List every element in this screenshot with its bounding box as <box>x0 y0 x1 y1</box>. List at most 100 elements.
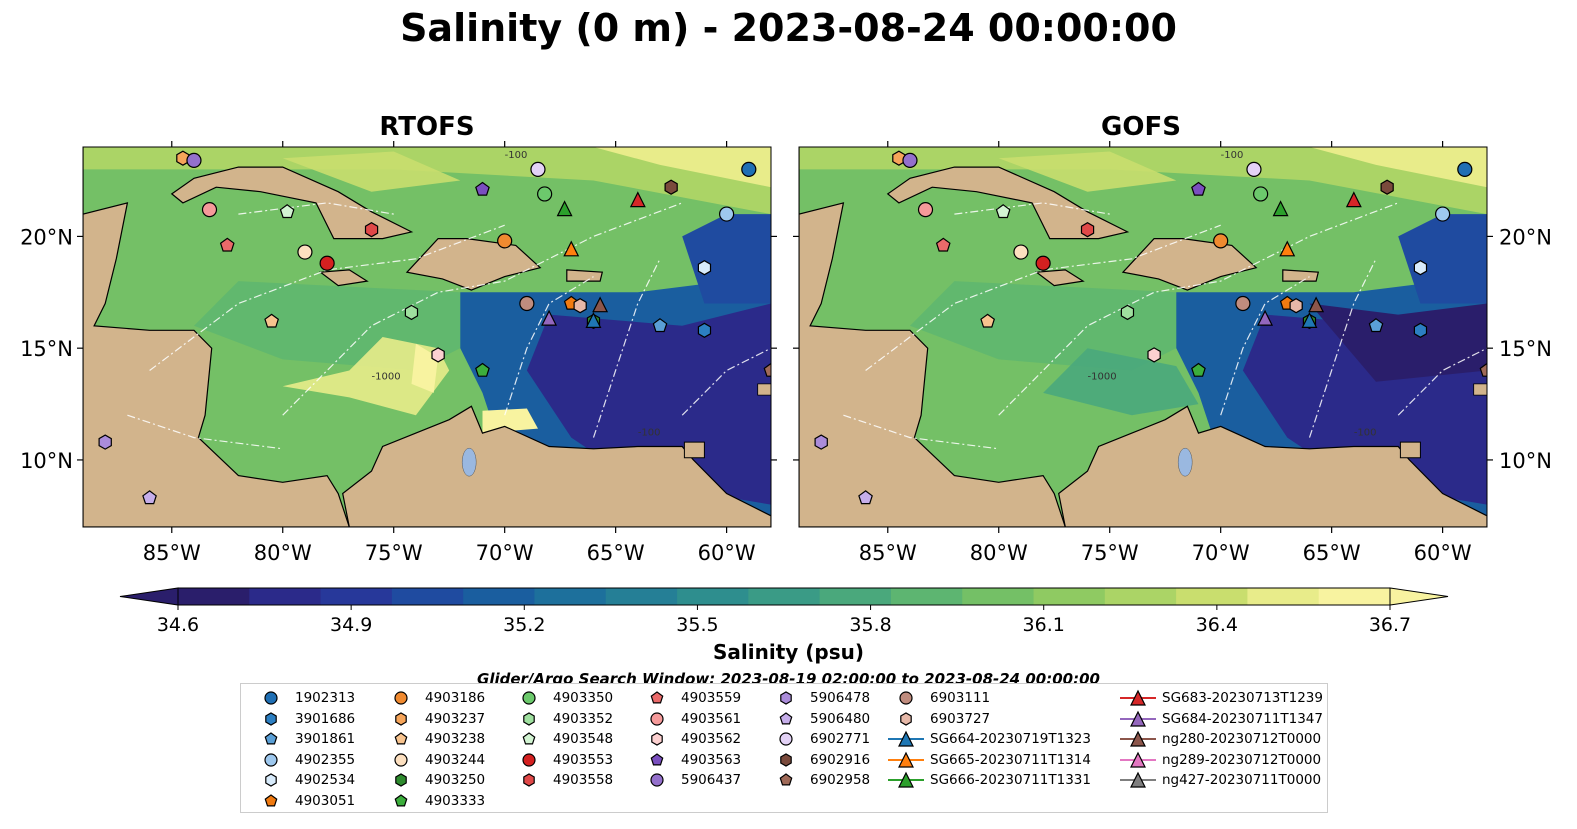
lon-tick-label: 65°W <box>587 541 645 565</box>
circle-icon <box>899 691 913 705</box>
map-marker-SG684-20230711T1347 <box>1257 309 1274 326</box>
contour-label: -1000 <box>1088 371 1117 382</box>
circle-marker <box>522 753 536 767</box>
map-marker-ng280-20230712T0000 <box>592 296 609 313</box>
map-marker-4903352 <box>404 304 419 321</box>
legend-label: 4903244 <box>425 751 486 768</box>
hexagon-marker <box>523 711 535 726</box>
lon-tick-label: 85°W <box>143 541 201 565</box>
legend-label: 5906478 <box>810 690 871 706</box>
colorbar-extend-min <box>119 587 179 606</box>
pentagon-marker <box>394 732 408 745</box>
colorbar-label: Salinity (psu) <box>712 640 864 664</box>
triangle-line-icon <box>888 751 924 768</box>
lon-tick-label: 80°W <box>254 541 312 565</box>
map-marker-1902313 <box>741 161 757 177</box>
hexagon-icon <box>265 711 277 726</box>
map-marker-4903562 <box>431 347 445 363</box>
map-marker-4903563 <box>475 181 490 196</box>
triangle-marker <box>898 772 914 788</box>
circle-marker <box>264 691 278 705</box>
colorbar-segment <box>463 588 535 605</box>
map-marker-4903333 <box>1191 362 1206 377</box>
hexagon-icon <box>265 773 277 788</box>
triangle-line-icon <box>888 730 924 747</box>
colorbar-tick-label: 35.5 <box>676 614 719 636</box>
triangle-line-icon <box>1120 730 1156 747</box>
map-marker-4902355 <box>719 206 735 222</box>
legend-label: 4903051 <box>295 793 356 809</box>
map-marker-3901861 <box>1368 318 1384 333</box>
legend-label: 4903563 <box>681 751 742 768</box>
pentagon-marker <box>394 794 408 807</box>
legend-label: ng289-20230712T0000 <box>1162 751 1322 768</box>
map-marker-SG665-20230711T1314 <box>563 240 580 257</box>
map-marker-SG683-20230713T1239 <box>629 191 646 208</box>
triangle-marker <box>1130 751 1146 768</box>
map-marker-6902958 <box>1479 362 1487 377</box>
pentagon-marker <box>264 732 278 745</box>
colorbar-segment <box>178 588 250 605</box>
circle-icon <box>522 691 536 705</box>
legend-label: 4903562 <box>681 731 742 748</box>
colorbar <box>119 587 1449 610</box>
triangle-line-icon <box>1120 689 1156 706</box>
circle-icon <box>264 691 278 705</box>
triangle-marker <box>898 730 914 747</box>
lat-tick-label: 20°N <box>20 225 73 249</box>
map-marker-3901686 <box>1413 322 1428 338</box>
contour-label: -100 <box>505 150 528 161</box>
map-marker-6902916 <box>664 179 678 195</box>
map-marker-4903237 <box>892 150 906 166</box>
legend-label: 5906480 <box>810 710 871 727</box>
pentagon-icon <box>650 753 664 766</box>
map-marker-5906437 <box>186 152 202 169</box>
lon-tick-label: 70°W <box>476 541 534 565</box>
pentagon-icon <box>264 794 278 807</box>
pentagon-icon <box>394 732 408 745</box>
hexagon-marker <box>265 711 277 726</box>
colorbar-tick-label: 36.7 <box>1368 614 1412 636</box>
legend-label: 4903558 <box>553 772 614 789</box>
legend-label: 5906437 <box>681 772 742 789</box>
map-marker-4903553 <box>1035 255 1051 271</box>
colorbar-segment <box>1176 588 1248 605</box>
legend-label: 4903548 <box>553 731 614 748</box>
legend-label: 6902771 <box>810 731 871 748</box>
pentagon-icon <box>779 711 793 725</box>
map-marker-4903558 <box>364 222 379 238</box>
map-marker-4903548 <box>995 204 1011 219</box>
triangle-line-icon <box>1120 710 1156 727</box>
hexagon-icon <box>395 711 407 726</box>
hexagon-icon <box>780 691 792 705</box>
map-marker-4903238 <box>264 313 280 328</box>
map-marker-SG666-20230711T1331 <box>556 200 573 217</box>
legend-label: 3901686 <box>295 710 356 727</box>
lon-tick-label: 75°W <box>1081 541 1139 565</box>
map-marker-SG664-20230719T1323 <box>585 312 602 328</box>
contour-label: -100 <box>638 427 661 438</box>
map-marker-6903727 <box>573 298 587 314</box>
triangle-marker <box>1130 689 1146 706</box>
legend-label: SG683-20230713T1239 <box>1162 690 1323 706</box>
legend-label: 4903352 <box>553 710 614 727</box>
legend-label: 3901861 <box>295 731 356 748</box>
circle-marker <box>779 732 793 746</box>
legend-label: SG665-20230711T1314 <box>930 751 1091 768</box>
rtofs-panel-title: RTOFS <box>379 112 475 142</box>
lat-tick-label: 10°N <box>20 449 73 473</box>
triangle-marker <box>1130 710 1146 727</box>
map-marker-4902534 <box>1413 260 1428 276</box>
map-marker-SG684-20230711T1347 <box>541 309 558 326</box>
circle-marker <box>394 691 408 705</box>
pentagon-icon <box>264 732 278 745</box>
pentagon-marker <box>650 753 664 766</box>
colorbar-segment <box>249 588 322 605</box>
circle-icon <box>394 753 408 767</box>
legend-label: 4902534 <box>295 772 356 789</box>
legend-label: 4903186 <box>425 690 486 706</box>
map-marker-5906437 <box>902 152 918 169</box>
colorbar-segment <box>677 588 749 605</box>
triangle-marker <box>1130 730 1146 747</box>
